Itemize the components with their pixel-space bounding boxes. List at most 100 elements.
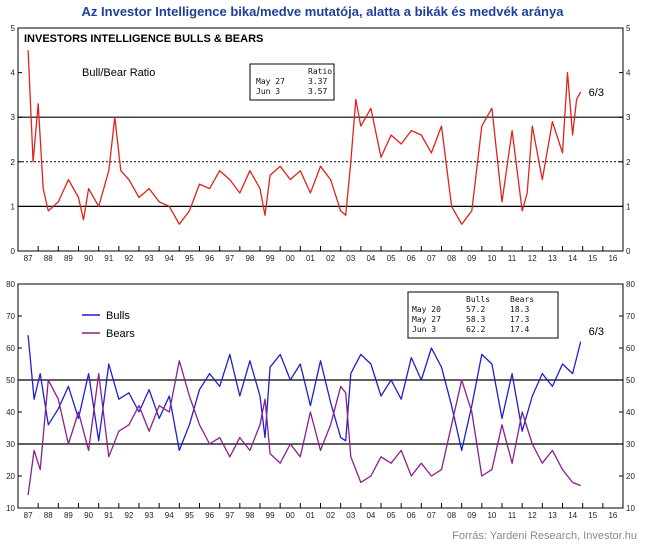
bulls-bears-ytick-label-right: 80 <box>626 280 635 289</box>
bulls-bears-table-value: 58.3 <box>466 315 485 324</box>
bulls-bears-table-header: Bulls <box>466 295 490 304</box>
bulls-bears-xtick-label: 07 <box>427 511 436 520</box>
bulls-bears-xtick-label: 91 <box>104 511 113 520</box>
ratio-table-date: Jun 3 <box>256 87 280 96</box>
bulls-bears-xtick-label: 13 <box>548 511 557 520</box>
bulls-bears-xtick-label: 98 <box>245 511 254 520</box>
ratio-xtick-label: 14 <box>568 254 577 263</box>
bulls-bears-table-value: 17.4 <box>510 325 529 334</box>
ratio-ytick-label-left: 5 <box>11 24 16 33</box>
ratio-table: Ratio May 27 3.37 Jun 3 3.57 <box>249 63 335 101</box>
ratio-xtick-label: 04 <box>366 254 375 263</box>
bulls-bears-xtick-label: 00 <box>286 511 295 520</box>
ratio-ytick-label-left: 0 <box>11 247 16 256</box>
bulls-bears-ytick-label-left: 10 <box>6 504 15 513</box>
bulls-bears-xtick-label: 92 <box>124 511 133 520</box>
bulls-bears-xtick-label: 14 <box>568 511 577 520</box>
ratio-table-value: 3.37 <box>308 77 327 86</box>
ratio-xtick-label: 01 <box>306 254 315 263</box>
bulls-bears-ytick-label-left: 20 <box>6 472 15 481</box>
ratio-ytick-label-right: 0 <box>626 247 631 256</box>
ratio-xtick-label: 05 <box>387 254 396 263</box>
bulls-bears-ytick-label-right: 60 <box>626 344 635 353</box>
bulls-bears-xtick-label: 06 <box>407 511 416 520</box>
ratio-xtick-label: 92 <box>124 254 133 263</box>
ratio-chart-title: INVESTORS INTELLIGENCE BULLS & BEARS <box>24 33 263 45</box>
ratio-ytick-label-right: 2 <box>626 158 631 167</box>
bulls-bears-xtick-label: 12 <box>528 511 537 520</box>
ratio-ytick-label-left: 2 <box>11 158 16 167</box>
ratio-xtick-label: 97 <box>225 254 234 263</box>
bulls-bears-xtick-label: 02 <box>326 511 335 520</box>
bulls-bears-ytick-label-right: 70 <box>626 312 635 321</box>
bulls-bears-table-date: May 27 <box>412 315 441 324</box>
ratio-xtick-label: 15 <box>588 254 597 263</box>
bulls-bears-ytick-label-right: 30 <box>626 440 635 449</box>
bulls-bears-ytick-label-right: 50 <box>626 376 635 385</box>
bulls-bears-xtick-label: 87 <box>24 511 33 520</box>
bulls-bears-xtick-label: 04 <box>366 511 375 520</box>
bulls-bears-xtick-label: 08 <box>447 511 456 520</box>
ratio-xtick-label: 03 <box>346 254 355 263</box>
ratio-xtick-label: 94 <box>165 254 174 263</box>
ratio-ytick-label-left: 1 <box>11 202 16 211</box>
bulls-bears-table-value: 17.3 <box>510 315 529 324</box>
bulls-bears-ytick-label-left: 50 <box>6 376 15 385</box>
ratio-xtick-label: 02 <box>326 254 335 263</box>
bulls-bears-table-value: 62.2 <box>466 325 485 334</box>
bulls-bears-ytick-label-right: 20 <box>626 472 635 481</box>
bulls-bears-xtick-label: 11 <box>508 511 517 520</box>
bulls-bears-legend: Bulls Bears <box>82 310 135 340</box>
bulls-bears-table-date: May 20 <box>412 305 441 314</box>
bulls-bears-ytick-label-right: 40 <box>626 408 635 417</box>
ratio-xtick-label: 16 <box>608 254 617 263</box>
bulls-bears-table-box <box>407 291 559 339</box>
bulls-bears-xtick-label: 05 <box>387 511 396 520</box>
bulls-bears-ytick-label-left: 60 <box>6 344 15 353</box>
bulls-bears-xtick-label: 09 <box>467 511 476 520</box>
ratio-xtick-label: 10 <box>487 254 496 263</box>
bulls-bears-ytick-label-left: 30 <box>6 440 15 449</box>
bulls-bears-xtick-label: 16 <box>608 511 617 520</box>
ratio-xtick-label: 13 <box>548 254 557 263</box>
ratio-xtick-label: 96 <box>205 254 214 263</box>
ratio-ytick-label-right: 3 <box>626 113 631 122</box>
ratio-xtick-label: 99 <box>266 254 275 263</box>
bulls-bears-xtick-label: 94 <box>165 511 174 520</box>
bulls-bears-xtick-label: 93 <box>145 511 154 520</box>
ratio-xtick-label: 91 <box>104 254 113 263</box>
ratio-table-date: May 27 <box>256 77 285 86</box>
bulls-bears-ytick-label-left: 80 <box>6 280 15 289</box>
bulls-bears-annotation: 6/3 <box>589 326 604 338</box>
bulls-bears-table-value: 18.3 <box>510 305 529 314</box>
bulls-bears-ytick-label-left: 70 <box>6 312 15 321</box>
bulls-bears-xtick-label: 99 <box>266 511 275 520</box>
ratio-xtick-label: 09 <box>467 254 476 263</box>
bulls-bears-xtick-label: 97 <box>225 511 234 520</box>
bulls-bears-xtick-label: 15 <box>588 511 597 520</box>
bulls-bears-ytick-label-right: 10 <box>626 504 635 513</box>
ratio-annotation: 6/3 <box>589 87 604 99</box>
bulls-bears-xtick-label: 89 <box>64 511 73 520</box>
ratio-chart-subtitle: Bull/Bear Ratio <box>82 67 155 79</box>
ratio-xtick-label: 98 <box>245 254 254 263</box>
ratio-xtick-label: 12 <box>528 254 537 263</box>
ratio-xtick-label: 07 <box>427 254 436 263</box>
bulls-bears-xtick-label: 03 <box>346 511 355 520</box>
ratio-xtick-label: 88 <box>44 254 53 263</box>
ratio-ytick-label-right: 5 <box>626 24 631 33</box>
ratio-xtick-label: 00 <box>286 254 295 263</box>
bulls-bears-ytick-label-left: 40 <box>6 408 15 417</box>
legend-label-bulls: Bulls <box>106 310 130 322</box>
page-title: Az Investor Intelligence bika/medve muta… <box>81 4 564 19</box>
ratio-table-box <box>249 63 335 101</box>
bulls-bears-xtick-label: 90 <box>84 511 93 520</box>
ratio-xtick-label: 87 <box>24 254 33 263</box>
bulls-bears-xtick-label: 96 <box>205 511 214 520</box>
ratio-xtick-label: 90 <box>84 254 93 263</box>
bulls-bears-table-value: 57.2 <box>466 305 485 314</box>
ratio-ytick-label-left: 3 <box>11 113 16 122</box>
legend-label-bears: Bears <box>106 328 135 340</box>
ratio-xtick-label: 89 <box>64 254 73 263</box>
